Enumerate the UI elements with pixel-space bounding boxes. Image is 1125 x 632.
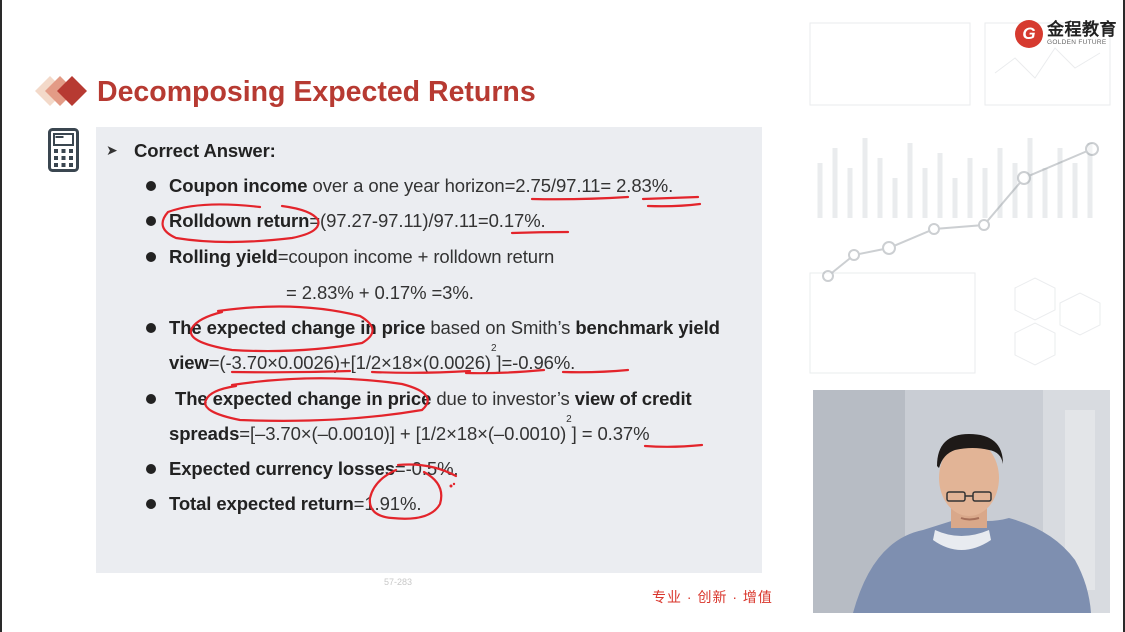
calculator-icon [48, 128, 79, 172]
line-total-return: Total expected return=1.91%. [169, 493, 422, 514]
line-currency-losses: Expected currency losses=-0.5%. [169, 458, 459, 479]
golden-future-logo: G 金程教育 GOLDEN FUTURE [1015, 20, 1117, 48]
logo-g-icon: G [1015, 20, 1043, 48]
line-benchmark-yield: The expected change in price based on Sm… [169, 317, 720, 338]
title-diamond-icon [35, 76, 87, 106]
line-benchmark-yield-calc: view=(-3.70×0.0026)+[1/2×18×(0.0026)2]=-… [169, 343, 576, 374]
window-frame-left [0, 0, 2, 632]
logo-cn-text: 金程教育 [1047, 20, 1117, 40]
line-rolldown-return: Rolldown return=(97.27-97.11)/97.11=0.17… [169, 210, 546, 231]
line-coupon-income: Coupon income over a one year horizon=2.… [169, 175, 674, 196]
presenter-webcam-video [813, 390, 1110, 613]
bullet-icon [146, 252, 156, 262]
bullet-icon [146, 464, 156, 474]
line-credit-spreads: The expected change in price due to inve… [175, 388, 692, 409]
background-graphic [809, 22, 1111, 374]
bullet-icon [146, 499, 156, 509]
answer-heading: Correct Answer: [134, 140, 276, 161]
line-rolling-yield: Rolling yield=coupon income + rolldown r… [169, 246, 555, 267]
arrow-bullet-icon: ➤ [106, 142, 118, 158]
line-rolling-yield-calc: = 2.83% + 0.17% =3%. [286, 282, 474, 303]
presenter-image [813, 390, 1110, 613]
bullet-icon [146, 323, 156, 333]
window-frame-right [1123, 0, 1125, 632]
bullet-icon [146, 216, 156, 226]
slide-title: Decomposing Expected Returns [97, 76, 536, 108]
footer-slogan: 专业 · 创新 · 增值 [652, 589, 773, 605]
bullet-icon [146, 394, 156, 404]
slide-page-number: 57-283 [384, 577, 413, 587]
bullet-icon [146, 181, 156, 191]
line-credit-spreads-calc: spreads=[–3.70×(–0.0010)] + [1/2×18×(–0.… [169, 414, 650, 445]
logo-en-text: GOLDEN FUTURE [1047, 39, 1107, 47]
